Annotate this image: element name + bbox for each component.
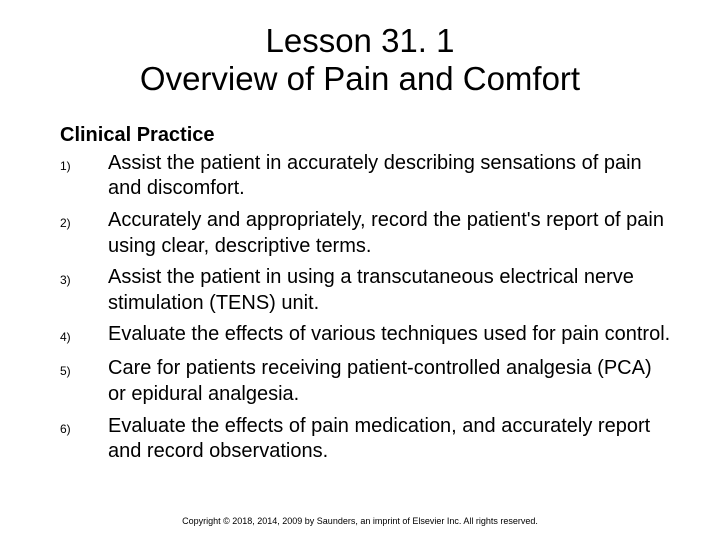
list-text: Assist the patient in using a transcutan… [108,265,672,316]
list-number: 3) [60,265,108,293]
list-text: Care for patients receiving patient-cont… [108,356,672,407]
list-item: 3) Assist the patient in using a transcu… [60,265,672,316]
list-item: 6) Evaluate the effects of pain medicati… [60,414,672,465]
list-number: 1) [60,151,108,179]
list-text: Evaluate the effects of pain medication,… [108,414,672,465]
list-item: 2) Accurately and appropriately, record … [60,208,672,259]
list-number: 5) [60,356,108,384]
title-line-2: Overview of Pain and Comfort [140,60,580,97]
list-number: 2) [60,208,108,236]
slide: Lesson 31. 1 Overview of Pain and Comfor… [0,0,720,540]
list-number: 6) [60,414,108,442]
list-item: 4) Evaluate the effects of various techn… [60,322,672,350]
title-line-1: Lesson 31. 1 [266,22,455,59]
slide-title: Lesson 31. 1 Overview of Pain and Comfor… [48,22,672,98]
list-text: Accurately and appropriately, record the… [108,208,672,259]
list-text: Assist the patient in accurately describ… [108,151,672,202]
list-item: 5) Care for patients receiving patient-c… [60,356,672,407]
list-number: 4) [60,322,108,350]
copyright-notice: Copyright © 2018, 2014, 2009 by Saunders… [0,516,720,526]
list-item: 1) Assist the patient in accurately desc… [60,151,672,202]
section-heading: Clinical Practice [60,124,672,147]
numbered-list: 1) Assist the patient in accurately desc… [60,151,672,465]
list-text: Evaluate the effects of various techniqu… [108,322,672,348]
